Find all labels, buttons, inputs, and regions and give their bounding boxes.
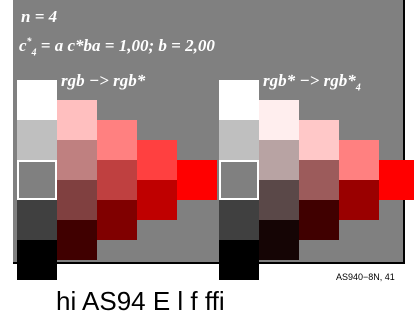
right-column-1-swatch-5 [219, 240, 259, 280]
left-column-1-swatch-2 [17, 120, 57, 160]
right-column-1-swatch-2 [219, 120, 259, 160]
left-column-2-swatch-3 [57, 180, 97, 220]
right-column-3-swatch-2 [299, 160, 339, 200]
left-column-5-swatch-1 [177, 160, 217, 200]
right-column-2-swatch-2 [259, 140, 299, 180]
right-column-2-swatch-4 [259, 220, 299, 260]
left-column-4-swatch-2 [137, 180, 177, 220]
formula: c*4 = a c*ba = 1,00; b = 2,00 [19, 37, 215, 58]
formula-sup: * [26, 36, 32, 48]
right-column-1-swatch-3 [219, 160, 259, 200]
right-column-3-swatch-1 [299, 120, 339, 160]
figure-code: AS940−8N, 41 [336, 272, 395, 282]
right-column-3-swatch-3 [299, 200, 339, 240]
right-column-1-swatch-1 [219, 80, 259, 120]
right-column-1-swatch-4 [219, 200, 259, 240]
left-column-2-swatch-2 [57, 140, 97, 180]
left-column-highlight-outline [17, 160, 57, 200]
caption-text: hi AS94 E l f ffi [56, 286, 225, 316]
left-column-1-swatch-4 [17, 200, 57, 240]
left-label: rgb −> rgb* [61, 71, 146, 90]
formula-rest: = a c*ba = 1,00; b = 2,00 [40, 36, 215, 55]
right-column-5-swatch-1 [379, 160, 414, 200]
right-label-sub: 4 [355, 82, 361, 94]
left-column-1-swatch-5 [17, 240, 57, 280]
right-label-main: rgb* −> rgb* [263, 71, 356, 90]
figure-panel: n = 4 c*4 = a c*ba = 1,00; b = 2,00 rgb … [13, 0, 414, 280]
formula-c: c [19, 36, 27, 55]
right-column-2-swatch-3 [259, 180, 299, 220]
right-label: rgb* −> rgb*4 [263, 72, 361, 93]
right-column-4-swatch-1 [339, 140, 379, 180]
formula-sub: 4 [31, 47, 37, 59]
left-column-1-swatch-3 [17, 160, 57, 200]
right-column-highlight-outline [219, 160, 259, 200]
right-column-2-swatch-1 [259, 100, 299, 140]
right-column-4-swatch-2 [339, 180, 379, 220]
title-n: n = 4 [21, 7, 58, 26]
left-column-1-swatch-1 [17, 80, 57, 120]
left-column-4-swatch-1 [137, 140, 177, 180]
left-column-3-swatch-2 [97, 160, 137, 200]
left-column-3-swatch-3 [97, 200, 137, 240]
left-column-3-swatch-1 [97, 120, 137, 160]
left-column-2-swatch-1 [57, 100, 97, 140]
left-column-2-swatch-4 [57, 220, 97, 260]
